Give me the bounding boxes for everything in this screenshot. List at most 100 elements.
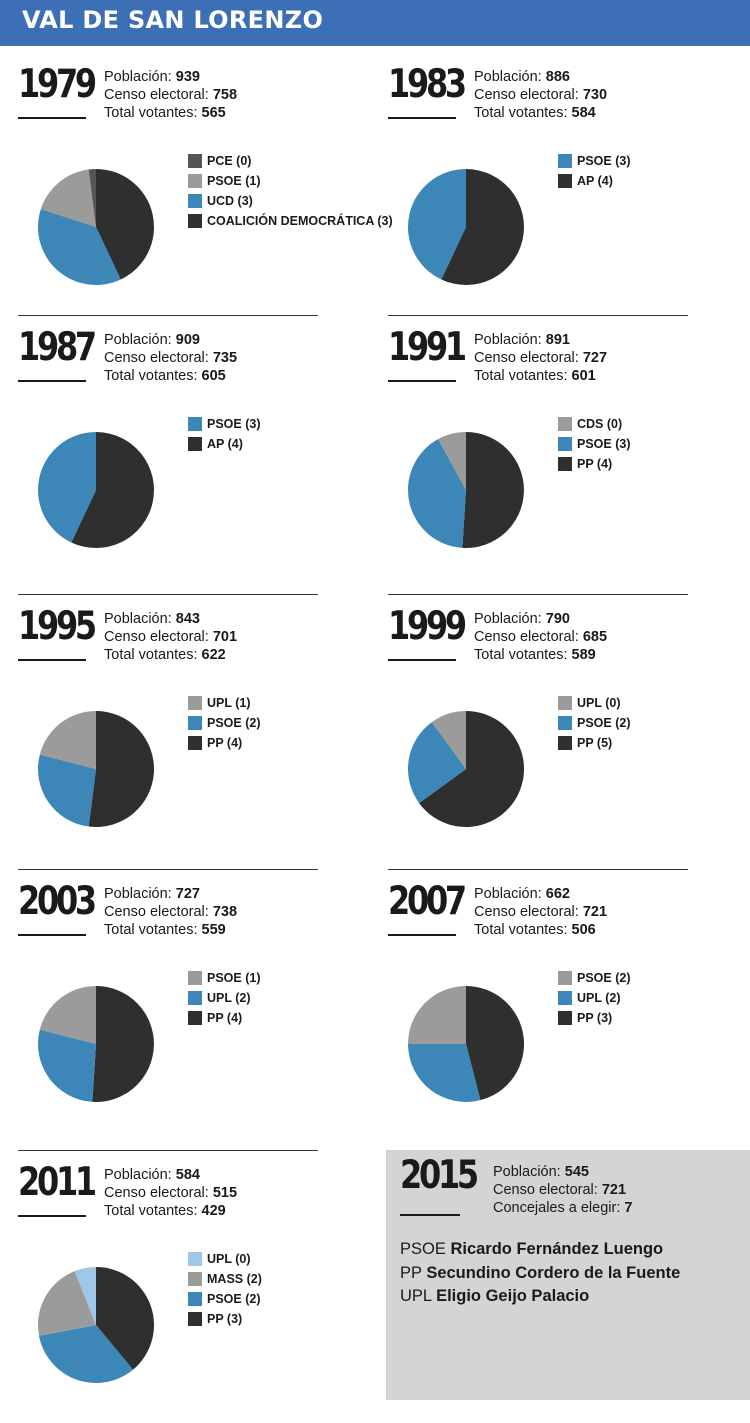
legend-swatch: [558, 736, 572, 750]
legend: PSOE (3) AP (4): [558, 151, 631, 191]
stat-line-poblacion: Población: 891: [474, 331, 607, 349]
pie-slice-cds-0: [438, 432, 466, 490]
panel-divider: [18, 594, 318, 595]
pie-slice-upl-0: [431, 711, 466, 769]
election-2015-box: 2015 Población: 545 Censo electoral: 721…: [386, 1150, 750, 1400]
legend-swatch: [558, 716, 572, 730]
year-underline: [18, 659, 86, 661]
stat-value-concejales: 7: [624, 1200, 633, 1216]
stat-line-votantes: Total votantes: 605: [104, 367, 237, 385]
stats-block: Población: 584 Censo electoral: 515 Total …: [104, 1166, 237, 1220]
stat-label: Población:: [104, 1167, 172, 1183]
legend: UPL (0) MASS (2) PSOE (2) PP (3): [188, 1249, 262, 1329]
legend-swatch: [558, 174, 572, 188]
stat-value-censo: 515: [212, 1185, 238, 1201]
legend-label: PP (3): [207, 1312, 243, 1326]
pie-chart: [408, 711, 525, 827]
stat-value-votantes: 605: [201, 368, 226, 384]
pie-slice-pp-3: [466, 986, 525, 1101]
page-title: VAL DE SAN LORENZO: [22, 6, 324, 34]
stat-label: Total votantes:: [104, 922, 198, 938]
legend-item: PSOE (3): [558, 151, 631, 171]
stat-value-censo: 721: [601, 1182, 627, 1198]
pie-chart: [37, 432, 154, 548]
pie-chart: [38, 169, 155, 286]
panel-divider: [18, 1150, 318, 1151]
legend-item: UPL (2): [188, 988, 261, 1008]
legend-label: PP (5): [577, 736, 613, 750]
election-panel-1979: 1979 Población: 939 Censo electoral: 758 To…: [0, 55, 393, 325]
candidates-list: PSOE Ricardo Fernández Luengo PP Secundi…: [400, 1238, 680, 1309]
pie-slice-pp-3: [96, 1267, 154, 1370]
candidate-row: UPL Eligio Geijo Palacio: [400, 1285, 680, 1309]
legend-label: UPL (2): [207, 991, 251, 1005]
legend-swatch: [188, 214, 202, 228]
stat-value-poblacion: 939: [175, 69, 200, 85]
stat-label: Población:: [474, 69, 542, 85]
election-panel-2007: 2007 Población: 662 Censo electoral: 721 To…: [370, 869, 740, 1142]
stat-line-censo: Censo electoral: 721: [474, 903, 607, 921]
pie-slice-ucd-3: [38, 209, 121, 286]
legend-swatch: [558, 1011, 572, 1025]
legend-label: PP (4): [207, 736, 243, 750]
pie-chart: [407, 169, 524, 285]
legend: PSOE (1) UPL (2) PP (4): [188, 968, 261, 1028]
pie-slice-ap-4: [441, 169, 524, 285]
legend-item: CDS (0): [558, 414, 631, 434]
pie-slice-pp-4: [88, 711, 155, 827]
election-panel-1991: 1991 Población: 891 Censo electoral: 727 To…: [370, 315, 740, 588]
year-underline: [18, 934, 86, 936]
pie-slice-pp-4: [92, 986, 154, 1102]
stat-line-censo: Censo electoral: 515: [104, 1184, 237, 1202]
legend-swatch: [188, 971, 202, 985]
stat-label: Total votantes:: [474, 647, 568, 663]
stat-value-poblacion: 662: [545, 886, 570, 902]
year-underline: [388, 659, 456, 661]
year-underline-2015: [400, 1214, 460, 1216]
legend-label: MASS (2): [207, 1272, 262, 1286]
stat-label: Censo electoral:: [474, 629, 579, 645]
pie-slice-pce-0: [88, 169, 96, 227]
stat-value-votantes: 559: [201, 922, 226, 938]
legend-item: UCD (3): [188, 191, 393, 211]
candidate-name: Ricardo Fernández Luengo: [450, 1240, 664, 1258]
legend-swatch: [188, 1011, 202, 1025]
stat-line-poblacion: Población: 843: [104, 610, 237, 628]
stat-value-censo: 701: [212, 629, 238, 645]
candidate-name: Eligio Geijo Palacio: [436, 1287, 590, 1305]
year-underline: [18, 117, 86, 119]
stat-label: Concejales a elegir:: [493, 1200, 621, 1216]
legend-label: PSOE (1): [207, 971, 261, 985]
stat-label: Población:: [104, 611, 172, 627]
stat-value-censo: 721: [582, 904, 608, 920]
stat-line-votantes: Total votantes: 565: [104, 104, 237, 122]
legend-swatch: [558, 457, 572, 471]
election-panel-2011: 2011 Población: 584 Censo electoral: 515 To…: [0, 1150, 370, 1423]
legend: CDS (0) PSOE (3) PP (4): [558, 414, 631, 474]
legend-item: MASS (2): [188, 1269, 262, 1289]
candidate-party: UPL: [400, 1287, 432, 1305]
stat-label: Censo electoral:: [104, 629, 209, 645]
stat-line-votantes: Total votantes: 601: [474, 367, 607, 385]
legend-swatch: [558, 971, 572, 985]
pie-slice-psoe-1: [39, 986, 96, 1044]
legend-swatch: [188, 417, 202, 431]
stats-block: Población: 891 Censo electoral: 727 Total …: [474, 331, 607, 385]
legend-swatch: [188, 736, 202, 750]
legend-item: UPL (0): [558, 693, 631, 713]
year-label: 1983: [388, 62, 467, 107]
panel-divider: [388, 315, 688, 316]
legend-swatch: [558, 154, 572, 168]
stat-line-censo: Censo electoral: 685: [474, 628, 607, 646]
year-underline: [388, 934, 456, 936]
stat-line-votantes: Total votantes: 506: [474, 921, 607, 939]
pie-slice-upl-1: [39, 711, 96, 769]
legend-label: PSOE (2): [577, 971, 631, 985]
stat-label: Censo electoral:: [474, 350, 579, 366]
year-label: 2007: [388, 879, 467, 924]
legend-label: PP (3): [577, 1011, 613, 1025]
stat-label: Censo electoral:: [474, 87, 579, 103]
stat-line-censo: Censo electoral: 735: [104, 349, 237, 367]
stat-value-votantes: 589: [571, 647, 596, 663]
legend-swatch: [188, 154, 202, 168]
